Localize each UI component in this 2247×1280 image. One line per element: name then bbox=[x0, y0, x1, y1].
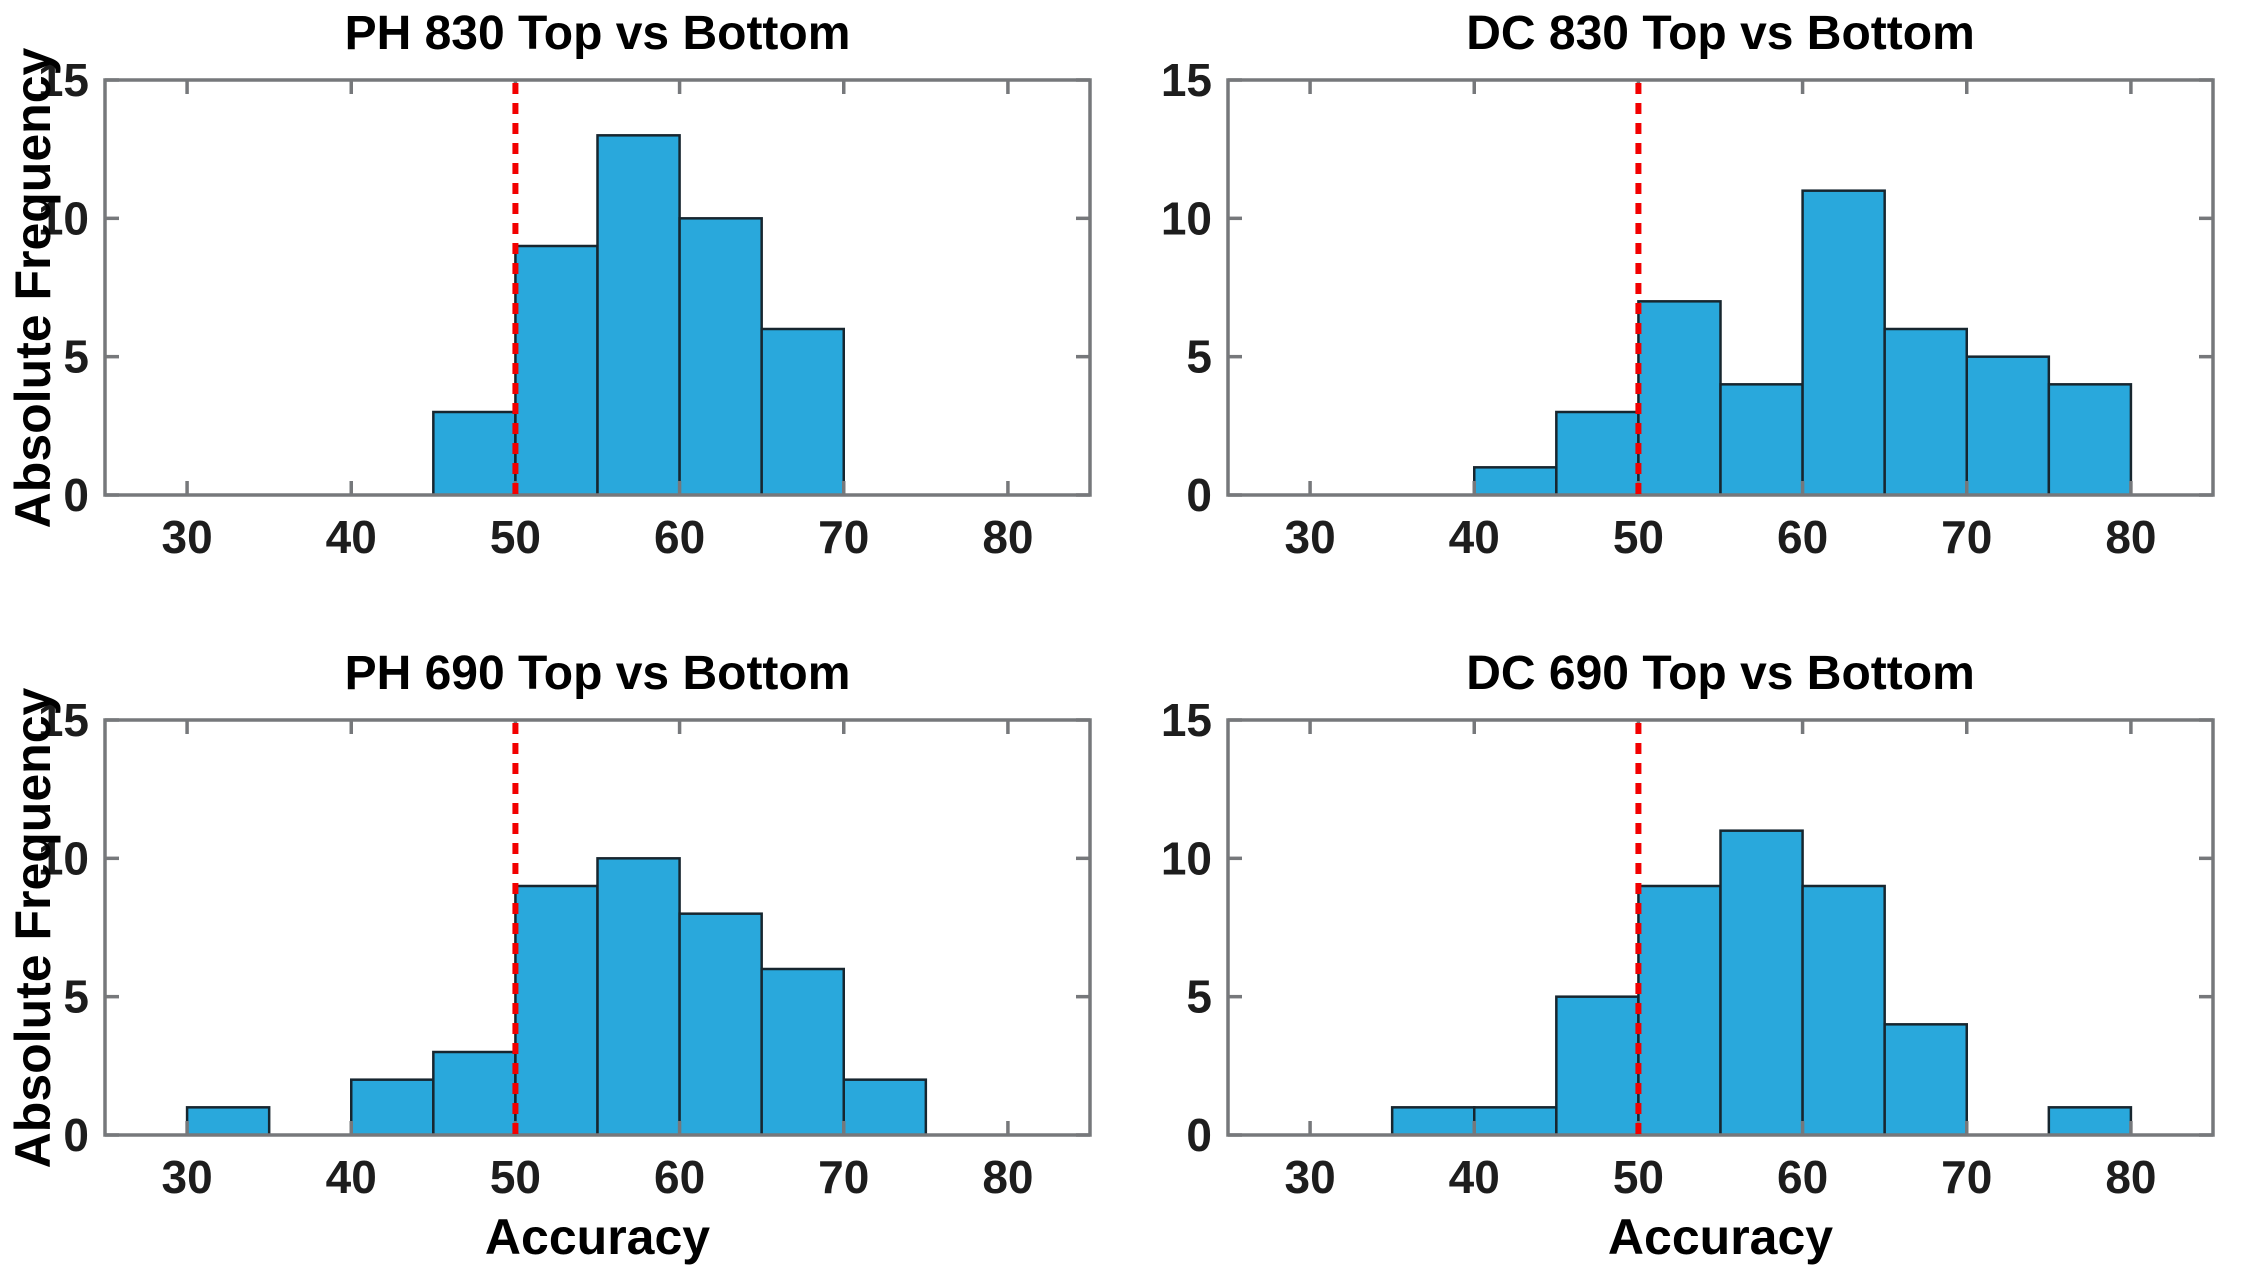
x-tick-label: 50 bbox=[1613, 1151, 1664, 1203]
x-tick-label: 70 bbox=[1941, 511, 1992, 563]
y-tick-label: 0 bbox=[1186, 1109, 1212, 1161]
chart-title: DC 830 Top vs Bottom bbox=[1466, 7, 1975, 60]
histogram-plot-ph690: 30 40 50 60 70 80 0 5 10 15 bbox=[38, 694, 1092, 1203]
x-tick-label: 30 bbox=[161, 511, 212, 563]
y-tick-label: 0 bbox=[1186, 469, 1212, 521]
x-tick-label: 70 bbox=[818, 511, 869, 563]
y-tick-label: 15 bbox=[38, 694, 89, 746]
axes-box bbox=[1226, 78, 2215, 497]
histogram-bar bbox=[1637, 300, 1722, 497]
histogram-plot-ph830: 30 40 50 60 70 80 0 5 10 15 bbox=[38, 54, 1092, 563]
x-tick-label: 60 bbox=[1777, 511, 1828, 563]
histogram-bar bbox=[1801, 189, 1886, 497]
histogram-bar bbox=[1719, 829, 1804, 1137]
x-tick-label: 40 bbox=[326, 511, 377, 563]
chart-title: PH 690 Top vs Bottom bbox=[344, 647, 851, 700]
histogram-bar bbox=[1965, 355, 2051, 497]
y-tick-label: 15 bbox=[1161, 54, 1212, 106]
histogram-bar bbox=[432, 1050, 517, 1137]
y-tick-label: 5 bbox=[63, 971, 89, 1023]
x-tick-label: 50 bbox=[490, 1151, 541, 1203]
histogram-bar bbox=[350, 1078, 435, 1137]
x-tick-label: 30 bbox=[1284, 1151, 1335, 1203]
histogram-bar bbox=[1719, 383, 1804, 497]
subplot-dc830: 30 40 50 60 70 80 0 5 10 15 DC 830 Top vs Bottom bbox=[1123, 0, 2247, 640]
histogram-bar bbox=[678, 912, 763, 1137]
y-tick-label: 5 bbox=[63, 331, 89, 383]
x-tick-label: 70 bbox=[818, 1151, 869, 1203]
x-tick-label: 40 bbox=[326, 1151, 377, 1203]
y-tick-label: 10 bbox=[1161, 832, 1212, 884]
x-tick-label: 60 bbox=[654, 511, 705, 563]
axes-box bbox=[1226, 718, 2215, 1137]
x-axis-label: Accuracy bbox=[484, 1209, 711, 1265]
x-tick-label: 80 bbox=[982, 511, 1033, 563]
x-tick-label: 40 bbox=[1449, 511, 1500, 563]
histogram-bar bbox=[678, 217, 763, 497]
histogram-bar bbox=[1883, 1023, 1969, 1137]
y-axis-label: Absolute Frequency bbox=[5, 687, 61, 1169]
x-tick-label: 60 bbox=[654, 1151, 705, 1203]
x-tick-label: 80 bbox=[2105, 1151, 2156, 1203]
histogram-bar bbox=[1883, 327, 1969, 497]
histogram-bar bbox=[2047, 383, 2133, 497]
histogram-bar bbox=[432, 410, 517, 497]
histogram-bar bbox=[596, 857, 681, 1137]
y-tick-label: 5 bbox=[1186, 971, 1212, 1023]
subplot-dc690: 30 40 50 60 70 80 0 5 10 15 DC 690 Top vs Bottom … bbox=[1123, 640, 2247, 1279]
y-tick-label: 10 bbox=[1161, 192, 1212, 244]
x-tick-label: 30 bbox=[161, 1151, 212, 1203]
histogram-bar bbox=[1555, 995, 1640, 1137]
x-tick-label: 80 bbox=[2105, 511, 2156, 563]
histogram-bar bbox=[1637, 884, 1722, 1137]
y-tick-label: 15 bbox=[1161, 694, 1212, 746]
subplot-ph830: 30 40 50 60 70 80 0 5 10 15 PH 830 Top vs Bottom … bbox=[0, 0, 1123, 640]
histogram-bar bbox=[514, 884, 599, 1137]
histogram-bar bbox=[2047, 1106, 2133, 1137]
x-tick-label: 50 bbox=[1613, 511, 1664, 563]
x-axis-label: Accuracy bbox=[1607, 1209, 1834, 1265]
subplot-ph690: 30 40 50 60 70 80 0 5 10 15 PH 690 Top vs Bottom … bbox=[0, 640, 1123, 1279]
axes-box bbox=[103, 718, 1092, 1137]
chart-title: DC 690 Top vs Bottom bbox=[1466, 647, 1975, 700]
histogram-bar bbox=[760, 327, 846, 497]
histogram-bar bbox=[1555, 410, 1640, 497]
y-tick-label: 0 bbox=[63, 1109, 89, 1161]
histogram-bar bbox=[1473, 466, 1558, 497]
x-tick-label: 70 bbox=[1941, 1151, 1992, 1203]
chart-title: PH 830 Top vs Bottom bbox=[344, 7, 851, 60]
histogram-bar bbox=[760, 967, 846, 1137]
y-tick-label: 0 bbox=[63, 469, 89, 521]
y-tick-label: 10 bbox=[38, 192, 89, 244]
histogram-plot-dc830: 30 40 50 60 70 80 0 5 10 15 bbox=[1161, 54, 2215, 563]
axes-box bbox=[103, 78, 1092, 497]
histogram-bar bbox=[596, 134, 681, 497]
y-axis-label: Absolute Frequency bbox=[5, 47, 61, 529]
histogram-bar bbox=[1473, 1106, 1558, 1137]
y-tick-label: 5 bbox=[1186, 331, 1212, 383]
histogram-bar bbox=[842, 1078, 928, 1137]
histogram-bar bbox=[514, 244, 599, 497]
histogram-bar bbox=[1801, 884, 1886, 1137]
x-tick-label: 30 bbox=[1284, 511, 1335, 563]
y-tick-label: 10 bbox=[38, 832, 89, 884]
x-tick-label: 50 bbox=[490, 511, 541, 563]
x-tick-label: 60 bbox=[1777, 1151, 1828, 1203]
x-tick-label: 80 bbox=[982, 1151, 1033, 1203]
y-tick-label: 15 bbox=[38, 54, 89, 106]
histogram-bar bbox=[1390, 1106, 1476, 1137]
histogram-plot-dc690: 30 40 50 60 70 80 0 5 10 15 bbox=[1161, 694, 2215, 1203]
histogram-bar bbox=[185, 1106, 271, 1137]
x-tick-label: 40 bbox=[1449, 1151, 1500, 1203]
